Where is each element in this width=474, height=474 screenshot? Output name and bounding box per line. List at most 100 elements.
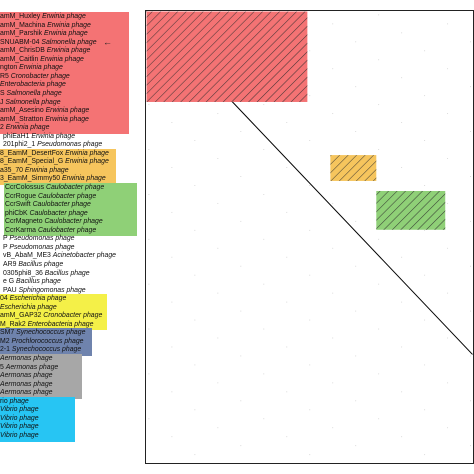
genome-label: e G Bacillus phage — [3, 278, 61, 287]
background-dot — [148, 193, 150, 195]
genome-label-name: P — [3, 243, 10, 251]
genome-label: M_Rak2 Enterobacteria phage — [0, 321, 93, 330]
cluster-hatch-orange — [330, 155, 377, 181]
background-dot — [332, 23, 334, 25]
genome-label: a35_70 Erwinia phage — [0, 167, 69, 176]
genome-label-host: Cronobacter phage — [43, 312, 103, 320]
background-dot — [378, 238, 380, 240]
genome-label: CcrColossus Caulobacter phage — [5, 184, 104, 193]
background-dot — [309, 274, 311, 276]
genome-label-host: Caulobacter phage — [32, 201, 91, 209]
genome-label: Vibrio phage — [0, 423, 39, 432]
genome-label-name: 201phi2_1 — [3, 141, 38, 149]
genome-label-name: CcrColossus — [5, 184, 46, 191]
background-dot — [355, 400, 357, 402]
genome-label-host: Caulobacter phage — [29, 209, 88, 217]
genome-label-name: 3_EamM_Simmy50 — [0, 175, 63, 183]
background-dot — [194, 140, 196, 141]
background-dot — [470, 355, 472, 357]
genome-label-name: e G — [3, 278, 17, 286]
genome-label-name: CcrRogue — [5, 192, 38, 200]
group-box-cyan — [0, 396, 75, 442]
background-dot — [401, 436, 403, 438]
genome-label: 3_EamM_Simmy50 Erwinia phage — [0, 175, 106, 184]
genome-label: M2 Prochlorococcus phage — [0, 338, 84, 347]
genome-label: 8_EamM_Special_G Erwinia phage — [0, 158, 109, 167]
genome-label-name: amM_GAP32 — [0, 312, 44, 320]
background-dot — [240, 176, 242, 177]
background-dot — [217, 337, 219, 339]
genome-label-host: Aermonas phage — [0, 389, 53, 397]
background-dot — [148, 373, 150, 375]
genome-label-name: CcrKarma — [5, 226, 38, 234]
arrow-marker-icon: ← — [103, 37, 112, 47]
genome-label-host: Aermonas phage — [0, 380, 53, 388]
genome-label: Aermonas phage — [0, 355, 52, 364]
genome-label: vB_AbaM_ME3 Acinetobacter phage — [3, 252, 116, 261]
background-dot — [148, 328, 150, 330]
genome-label-host: Erwinia phage — [65, 158, 109, 166]
background-dot — [217, 113, 219, 115]
background-dot — [194, 364, 196, 366]
genome-label: Vibrio phage — [0, 406, 39, 415]
cluster-hatch-green — [376, 190, 446, 230]
similarity-matrix — [145, 10, 474, 464]
background-dot — [286, 346, 288, 348]
group-box-green — [4, 183, 137, 237]
background-dot — [240, 445, 242, 447]
genome-label-host: Sphingomonas phage — [18, 286, 86, 294]
background-dot — [447, 427, 449, 429]
genome-label: 5 Aermonas phage — [0, 364, 58, 373]
background-dot — [263, 104, 265, 106]
genome-label: amM_Asesino Erwinia phage — [0, 107, 89, 116]
background-dot — [217, 382, 219, 384]
genome-label-name: J — [0, 98, 6, 106]
background-dot — [263, 238, 265, 240]
background-dot — [309, 229, 311, 231]
genome-label-host: Caulobacter phage — [45, 184, 105, 191]
background-dot — [355, 41, 357, 43]
genome-label: 04 Escherichia phage — [0, 295, 66, 304]
genome-label-name: phiEaH1 — [3, 132, 32, 140]
genome-label: amM_Huxley Erwinia phage — [0, 13, 86, 22]
background-dot — [148, 238, 150, 240]
background-dot — [194, 319, 196, 321]
genome-label-host: Enterobacteria phage — [27, 320, 94, 328]
genome-label-host: Caulobacter phage — [37, 192, 97, 200]
background-dot — [401, 167, 403, 168]
genome-label-list: amM_Huxley Erwinia phage amM_Machina Erwi… — [0, 0, 145, 474]
background-dot — [240, 400, 242, 402]
genome-label-host: Erwinia phage — [31, 132, 76, 140]
background-dot — [424, 229, 426, 231]
background-dot — [447, 68, 449, 70]
genome-label-name: 2 — [0, 124, 6, 132]
background-dot — [424, 274, 426, 276]
genome-label-host: Erwinia phage — [45, 107, 90, 115]
genome-label-host: Erwinia phage — [44, 30, 88, 38]
genome-label: amM_ChrisDB Erwinia phage — [0, 47, 90, 56]
background-dot — [217, 202, 219, 204]
background-dot — [171, 301, 173, 303]
background-dot — [217, 247, 219, 249]
background-dot — [447, 337, 449, 339]
background-dot — [470, 86, 472, 88]
background-dot — [171, 256, 173, 258]
background-dot — [332, 337, 334, 339]
background-dot — [263, 193, 265, 195]
genome-label-host: Salmonella phage — [6, 89, 62, 97]
background-dot — [378, 104, 380, 106]
genome-label: P Pseudomonas phage — [3, 244, 75, 253]
background-dot — [263, 283, 265, 285]
genome-label: Escherichia phage — [0, 304, 57, 313]
genome-label-name: amM_Caitlin — [0, 55, 41, 63]
genome-label-name: 04 — [0, 295, 10, 303]
genome-label-host: Bacillus phage — [16, 278, 61, 286]
genome-label-host: Pseudomonas phage — [37, 141, 103, 149]
genome-label: CcrSwift Caulobacter phage — [5, 201, 91, 210]
background-dot — [148, 104, 150, 106]
genome-label-name: CcrSwift — [5, 201, 33, 209]
genome-label-host: Caulobacter phage — [37, 226, 97, 234]
genome-label-name: ngton — [0, 64, 20, 72]
genome-label: 8_EamM_DesertFox Erwinia phage — [0, 150, 109, 159]
background-dot — [447, 292, 449, 294]
